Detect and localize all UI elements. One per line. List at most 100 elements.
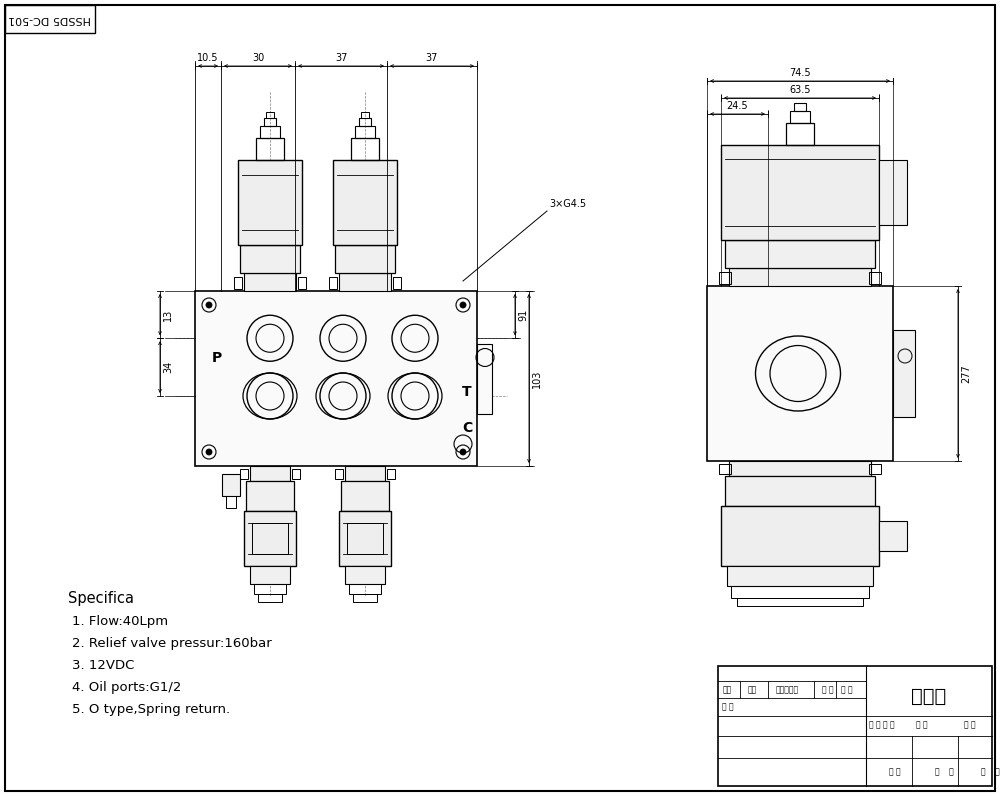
Bar bbox=[893, 330, 915, 417]
Text: 三 图: 三 图 bbox=[889, 767, 901, 777]
Bar bbox=[250, 566, 290, 584]
Bar bbox=[246, 481, 294, 511]
Bar bbox=[347, 523, 383, 554]
Bar bbox=[869, 272, 881, 284]
Bar bbox=[238, 160, 302, 245]
Bar bbox=[345, 466, 385, 481]
Bar bbox=[240, 245, 300, 273]
Text: 13: 13 bbox=[163, 309, 173, 321]
Text: 91: 91 bbox=[518, 309, 528, 321]
Text: 10.5: 10.5 bbox=[197, 53, 219, 63]
Bar bbox=[353, 594, 377, 602]
Bar bbox=[361, 112, 369, 118]
Bar bbox=[244, 511, 296, 566]
Bar bbox=[258, 594, 282, 602]
Text: 74.5: 74.5 bbox=[789, 68, 811, 78]
Circle shape bbox=[206, 302, 212, 308]
Bar bbox=[345, 566, 385, 584]
Bar bbox=[727, 566, 873, 586]
Bar bbox=[339, 511, 391, 566]
Text: 外形图: 外形图 bbox=[911, 686, 947, 705]
Bar bbox=[355, 126, 375, 138]
Text: 277: 277 bbox=[961, 364, 971, 383]
Circle shape bbox=[460, 449, 466, 455]
Bar bbox=[341, 481, 389, 511]
Bar bbox=[351, 138, 379, 160]
Bar bbox=[333, 160, 397, 245]
Bar bbox=[349, 584, 381, 594]
Bar bbox=[879, 160, 907, 225]
Bar bbox=[234, 277, 242, 289]
Text: 处数: 处数 bbox=[748, 685, 757, 694]
Bar bbox=[731, 586, 869, 598]
Bar bbox=[737, 598, 863, 606]
Text: 3×G4.5: 3×G4.5 bbox=[549, 199, 586, 209]
Bar bbox=[869, 464, 881, 474]
Text: 1. Flow:40Lpm: 1. Flow:40Lpm bbox=[72, 615, 168, 628]
Text: 设 计: 设 计 bbox=[722, 703, 734, 712]
Text: 24.5: 24.5 bbox=[727, 101, 748, 111]
Bar bbox=[335, 469, 343, 479]
Bar bbox=[719, 272, 731, 284]
Text: 4. Oil ports:G1/2: 4. Oil ports:G1/2 bbox=[72, 681, 181, 694]
Text: 比 例: 比 例 bbox=[964, 720, 976, 729]
Bar bbox=[729, 461, 871, 476]
Bar bbox=[725, 476, 875, 506]
Text: 日 期: 日 期 bbox=[841, 685, 853, 694]
Text: 标记: 标记 bbox=[723, 685, 732, 694]
Text: Specifica: Specifica bbox=[68, 591, 134, 606]
Bar bbox=[477, 344, 492, 413]
Text: C: C bbox=[462, 420, 472, 435]
Text: HSSD5 DC-501: HSSD5 DC-501 bbox=[9, 14, 91, 24]
Text: 30: 30 bbox=[252, 53, 264, 63]
Circle shape bbox=[206, 449, 212, 455]
Text: 5. O type,Spring return.: 5. O type,Spring return. bbox=[72, 703, 230, 716]
Bar bbox=[256, 138, 284, 160]
Bar bbox=[721, 145, 879, 240]
Bar bbox=[254, 584, 286, 594]
Bar bbox=[729, 268, 871, 286]
Text: 更改文件号: 更改文件号 bbox=[776, 685, 799, 694]
Bar bbox=[264, 118, 276, 126]
Bar bbox=[222, 474, 240, 496]
Text: 63.5: 63.5 bbox=[789, 85, 811, 95]
Bar bbox=[387, 469, 395, 479]
Bar bbox=[719, 464, 731, 474]
Bar bbox=[5, 5, 95, 33]
Bar bbox=[335, 245, 395, 273]
Text: 3. 12VDC: 3. 12VDC bbox=[72, 659, 134, 672]
Bar bbox=[298, 277, 306, 289]
Text: 数 量: 数 量 bbox=[916, 720, 928, 729]
Bar bbox=[339, 273, 391, 291]
Bar bbox=[359, 118, 371, 126]
Bar bbox=[252, 523, 288, 554]
Bar bbox=[718, 666, 992, 786]
Text: 签 字: 签 字 bbox=[822, 685, 834, 694]
Bar bbox=[790, 111, 810, 123]
Text: 第    页: 第 页 bbox=[981, 767, 1000, 777]
Bar bbox=[794, 103, 806, 111]
Text: 37: 37 bbox=[426, 53, 438, 63]
Bar bbox=[721, 506, 879, 566]
Text: 34: 34 bbox=[163, 361, 173, 373]
Bar bbox=[393, 277, 401, 289]
Text: 2. Relief valve pressur:160bar: 2. Relief valve pressur:160bar bbox=[72, 637, 272, 650]
Text: 图 样 标 记: 图 样 标 记 bbox=[869, 720, 895, 729]
Bar bbox=[266, 112, 274, 118]
Text: 共    页: 共 页 bbox=[935, 767, 954, 777]
Bar bbox=[260, 126, 280, 138]
Bar bbox=[329, 277, 337, 289]
Bar bbox=[240, 469, 248, 479]
Bar bbox=[786, 123, 814, 145]
Bar bbox=[707, 286, 893, 461]
Text: T: T bbox=[462, 385, 472, 400]
Bar bbox=[244, 273, 296, 291]
Bar bbox=[879, 521, 907, 551]
Text: 103: 103 bbox=[532, 369, 542, 388]
Bar bbox=[250, 466, 290, 481]
Text: P: P bbox=[212, 350, 222, 365]
Bar bbox=[195, 291, 477, 466]
Bar bbox=[226, 496, 236, 508]
Bar bbox=[725, 240, 875, 268]
Circle shape bbox=[460, 302, 466, 308]
